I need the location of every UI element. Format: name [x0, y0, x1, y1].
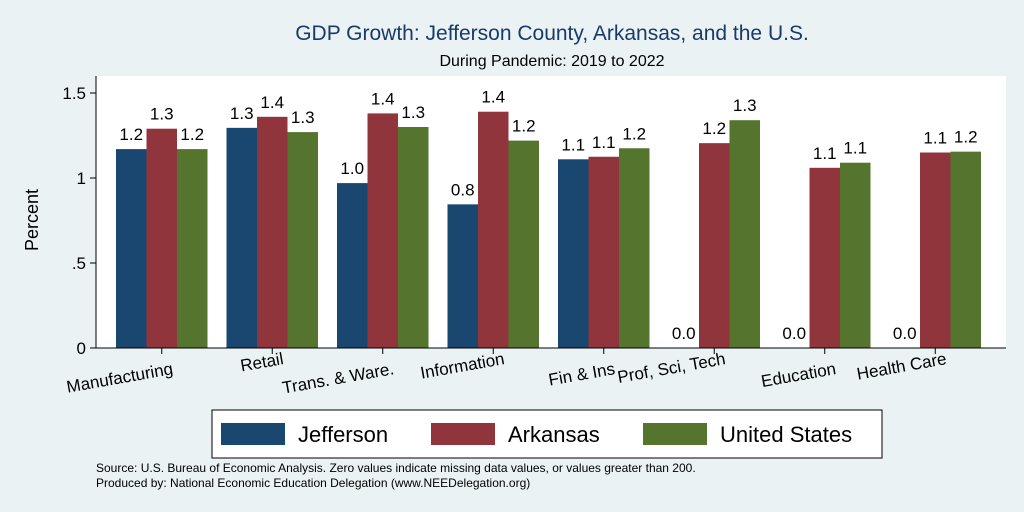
data-label-arkansas-information: 1.4	[481, 88, 505, 107]
bar-arkansas-retail	[257, 116, 288, 348]
x-tick-label-information: Information	[419, 349, 506, 382]
data-label-jefferson-trans-ware: 1.0	[340, 159, 364, 178]
legend: Jefferson Arkansas United States	[211, 409, 883, 459]
bar-united-states-health-care	[950, 151, 981, 348]
y-tick-label: .5	[72, 254, 86, 273]
data-label-jefferson-health-care: 0.0	[893, 324, 917, 343]
y-tick-label: 0	[77, 339, 86, 358]
data-label-jefferson-retail: 1.3	[230, 104, 254, 123]
y-axis: 0 .5 1 1.5	[62, 76, 97, 358]
x-tick-label-fin-ins: Fin & Ins	[547, 359, 616, 389]
data-label-united-states-education: 1.1	[843, 139, 867, 158]
bar-jefferson-trans-ware	[337, 183, 368, 348]
bar-united-states-education	[840, 162, 871, 348]
data-labels-group: 1.2 1.3 1.2 1.3 1.4 1.3 1.0 1.4 1.3 0.8 1.4 1.2 1.1 1…	[119, 88, 977, 343]
bar-jefferson-information	[447, 204, 478, 348]
data-label-jefferson-education: 0.0	[782, 324, 806, 343]
chart-title: GDP Growth: Jefferson County, Arkansas, …	[295, 22, 809, 45]
data-label-united-states-health-care: 1.2	[954, 128, 978, 147]
data-label-arkansas-manufacturing: 1.3	[150, 105, 174, 124]
produced-by-note: Produced by: National Economic Education…	[96, 476, 530, 490]
data-label-united-states-prof-sci-tech: 1.3	[733, 96, 757, 115]
chart-subtitle: During Pandemic: 2019 to 2022	[439, 53, 664, 70]
bar-united-states-prof-sci-tech	[729, 120, 760, 348]
bar-united-states-retail	[287, 132, 318, 348]
bar-arkansas-manufacturing	[146, 128, 177, 348]
legend-box	[211, 409, 883, 459]
legend-label-arkansas: Arkansas	[508, 422, 600, 447]
bar-jefferson-manufacturing	[116, 149, 147, 348]
legend-swatch-arkansas	[431, 423, 495, 445]
x-tick-label-manufacturing: Manufacturing	[65, 359, 174, 396]
bar-jefferson-fin-ins	[558, 159, 589, 348]
bar-united-states-fin-ins	[619, 148, 650, 348]
bars-group	[116, 111, 981, 349]
bar-arkansas-health-care	[920, 152, 951, 348]
bar-arkansas-prof-sci-tech	[699, 143, 730, 348]
legend-label-united-states: United States	[720, 422, 852, 447]
data-label-arkansas-retail: 1.4	[260, 93, 284, 112]
x-tick-label-education: Education	[760, 359, 838, 391]
bar-united-states-trans-ware	[398, 127, 429, 348]
data-label-arkansas-fin-ins: 1.1	[592, 133, 616, 152]
bar-arkansas-fin-ins	[588, 156, 619, 348]
legend-label-jefferson: Jefferson	[298, 422, 388, 447]
data-label-jefferson-prof-sci-tech: 0.0	[672, 324, 696, 343]
y-tick-label: 1	[77, 169, 86, 188]
bar-jefferson-retail	[226, 127, 257, 348]
bar-arkansas-information	[478, 111, 509, 348]
legend-swatch-jefferson	[221, 423, 285, 445]
x-tick-label-retail: Retail	[239, 349, 285, 375]
bar-arkansas-trans-ware	[367, 113, 398, 349]
y-axis-label: Percent	[22, 189, 42, 251]
data-label-arkansas-prof-sci-tech: 1.2	[702, 119, 726, 138]
legend-swatch-united-states	[643, 423, 707, 445]
bar-arkansas-education	[809, 167, 840, 348]
x-tick-label-trans-ware: Trans. & Ware.	[281, 359, 396, 397]
data-label-arkansas-health-care: 1.1	[923, 129, 947, 148]
data-label-jefferson-manufacturing: 1.2	[119, 125, 143, 144]
data-label-united-states-retail: 1.3	[291, 108, 315, 127]
bar-united-states-manufacturing	[177, 149, 208, 348]
x-tick-label-health-care: Health Care	[855, 349, 948, 383]
y-tick-label: 1.5	[62, 84, 86, 103]
data-label-united-states-information: 1.2	[512, 117, 536, 136]
source-note: Source: U.S. Bureau of Economic Analysis…	[96, 461, 696, 475]
data-label-united-states-manufacturing: 1.2	[180, 125, 204, 144]
data-label-jefferson-fin-ins: 1.1	[561, 135, 585, 154]
bar-united-states-information	[508, 140, 539, 348]
data-label-united-states-fin-ins: 1.2	[622, 124, 646, 143]
data-label-jefferson-information: 0.8	[451, 180, 475, 199]
data-label-arkansas-education: 1.1	[813, 144, 837, 163]
data-label-united-states-trans-ware: 1.3	[401, 103, 425, 122]
data-label-arkansas-trans-ware: 1.4	[371, 89, 395, 108]
x-tick-label-prof-sci-tech: Prof, Sci, Tech	[616, 349, 727, 387]
